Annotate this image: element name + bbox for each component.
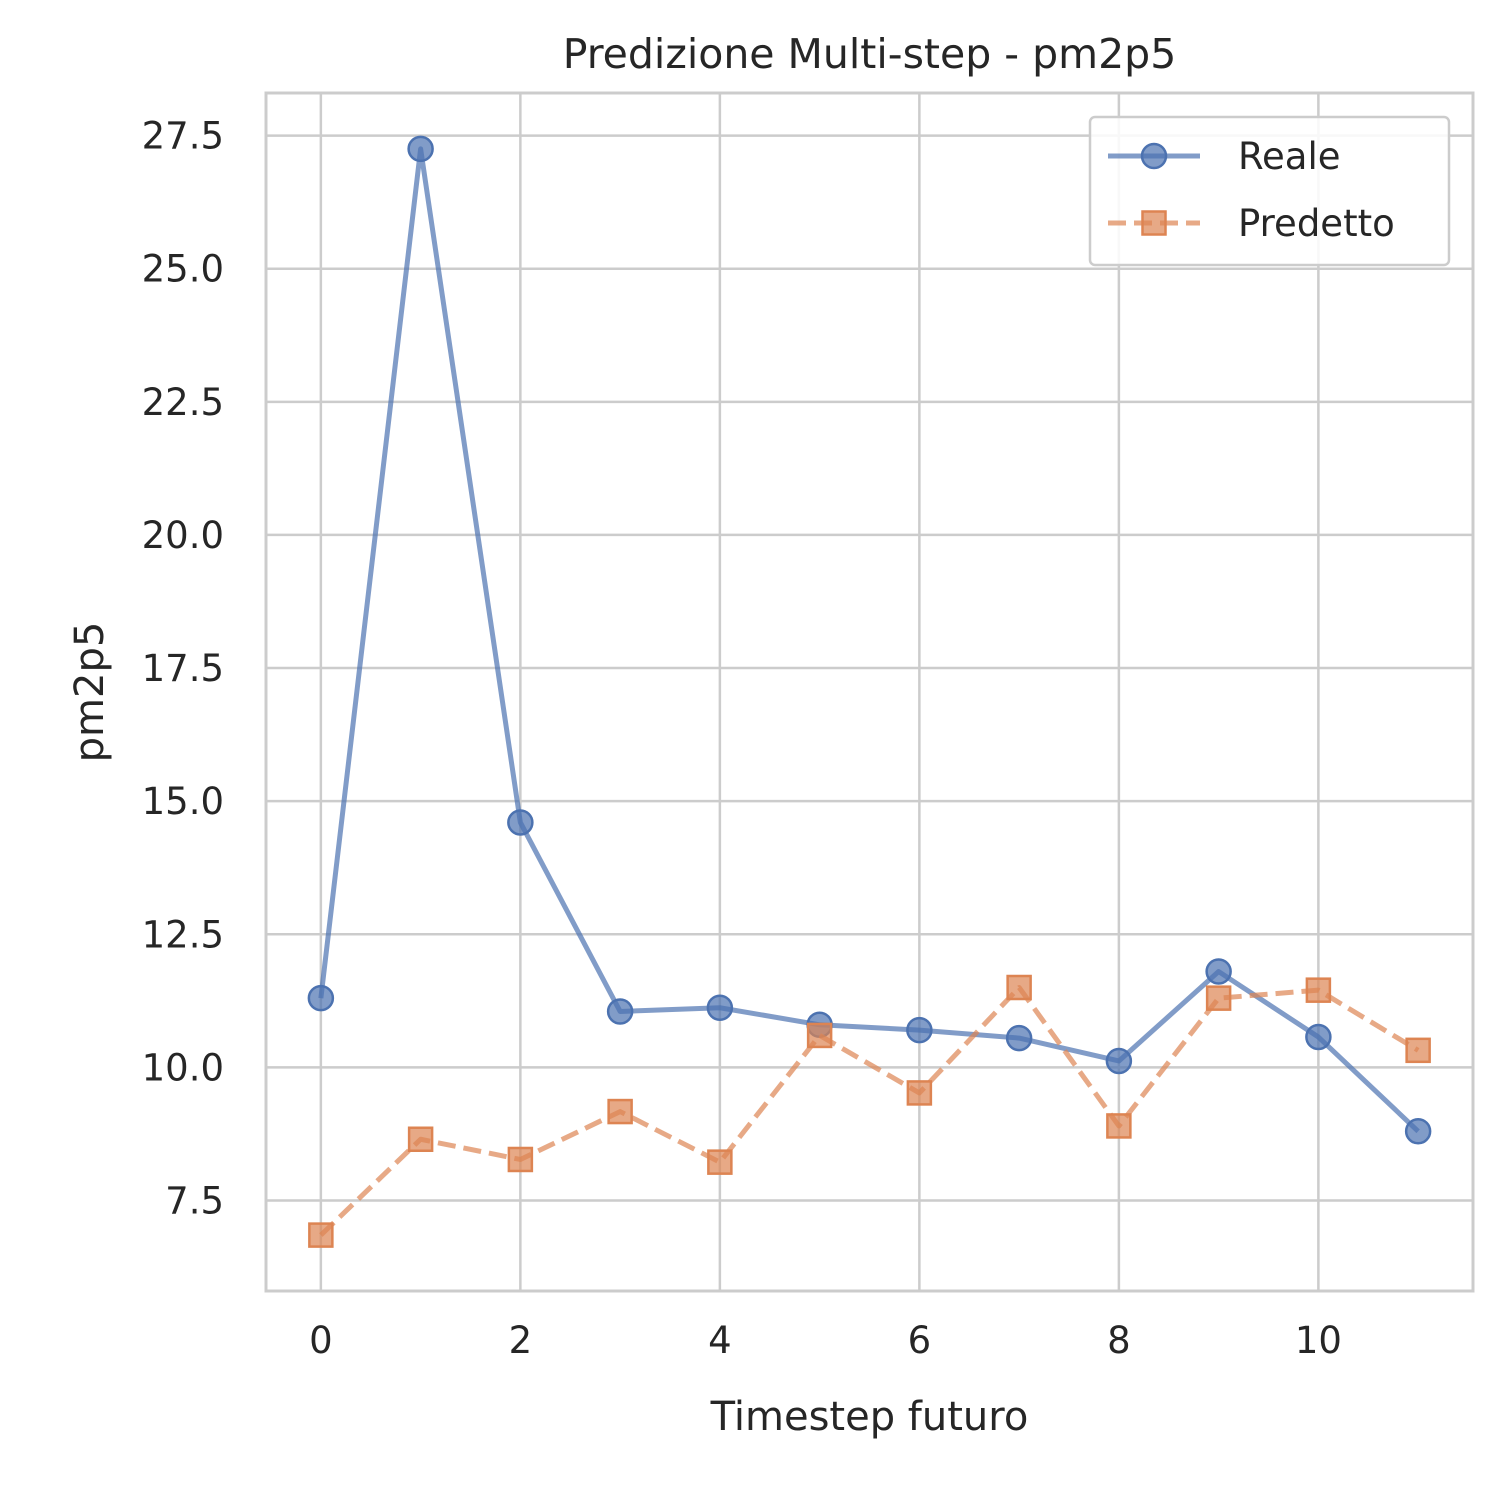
series-layer: [307, 135, 1432, 1248]
series-predetto: [308, 974, 1431, 1248]
chart-title: Predizione Multi-step - pm2p5: [563, 30, 1177, 78]
y-tick-label: 10.0: [142, 1046, 224, 1089]
data-point-reale: [1305, 1023, 1332, 1051]
data-point-reale: [1404, 1118, 1432, 1145]
x-tick-label: 0: [309, 1319, 333, 1362]
tick-labels: 0 2 4 6 8 10 7.5 10.0 12.5 15.0 17.5 20.0 22.5 25.0 27…: [142, 115, 1342, 1362]
series-line-predetto: [319, 985, 1420, 1237]
plot-frame: [264, 91, 1475, 1293]
data-point-predetto: [1106, 1113, 1132, 1139]
y-tick-label: 27.5: [142, 115, 224, 158]
data-point-predetto: [906, 1080, 933, 1106]
y-tick-label: 20.0: [142, 514, 224, 557]
data-point-predetto: [407, 1126, 434, 1153]
data-point-reale: [307, 984, 335, 1012]
data-point-reale: [1205, 958, 1232, 985]
data-point-reale: [1005, 1024, 1033, 1052]
data-point-reale: [706, 994, 734, 1021]
y-tick-label: 22.5: [142, 381, 224, 424]
y-tick-label: 7.5: [165, 1179, 224, 1222]
legend-label-reale: Reale: [1238, 135, 1341, 178]
data-point-predetto: [308, 1222, 334, 1248]
data-point-predetto: [707, 1149, 733, 1175]
y-axis-title: pm2p5: [67, 622, 113, 763]
data-point-reale: [906, 1016, 933, 1044]
data-point-predetto: [507, 1146, 534, 1173]
legend-marker-predetto: [1141, 210, 1167, 236]
y-tick-label: 15.0: [142, 780, 224, 823]
data-point-reale: [606, 998, 634, 1025]
x-tick-label: 6: [908, 1319, 932, 1362]
data-point-reale: [507, 809, 534, 836]
x-axis-title: Timestep futuro: [710, 1394, 1029, 1440]
data-point-predetto: [1405, 1037, 1431, 1064]
data-point-predetto: [1006, 974, 1032, 1001]
series-line-reale: [318, 146, 1420, 1134]
x-tick-label: 2: [509, 1319, 533, 1362]
data-point-reale: [1105, 1047, 1133, 1075]
legend-entry-reale: Reale: [1108, 135, 1341, 178]
y-tick-label: 17.5: [142, 647, 224, 690]
legend: Reale Predetto: [1088, 115, 1451, 267]
legend-label-predetto: Predetto: [1238, 202, 1395, 245]
y-tick-label: 12.5: [142, 913, 224, 956]
x-tick-label: 4: [708, 1319, 732, 1362]
legend-entry-predetto: Predetto: [1108, 202, 1395, 245]
data-point-predetto: [607, 1098, 633, 1125]
y-tick-label: 25.0: [142, 248, 224, 291]
x-tick-label: 8: [1107, 1319, 1131, 1362]
series-reale: [307, 135, 1432, 1145]
data-point-reale: [407, 135, 434, 163]
data-point-predetto: [1205, 985, 1232, 1011]
grid: [266, 93, 1473, 1291]
data-point-predetto: [1305, 977, 1332, 1003]
legend-marker-reale: [1140, 142, 1168, 170]
x-tick-label: 10: [1295, 1319, 1342, 1362]
data-point-predetto: [806, 1022, 833, 1049]
